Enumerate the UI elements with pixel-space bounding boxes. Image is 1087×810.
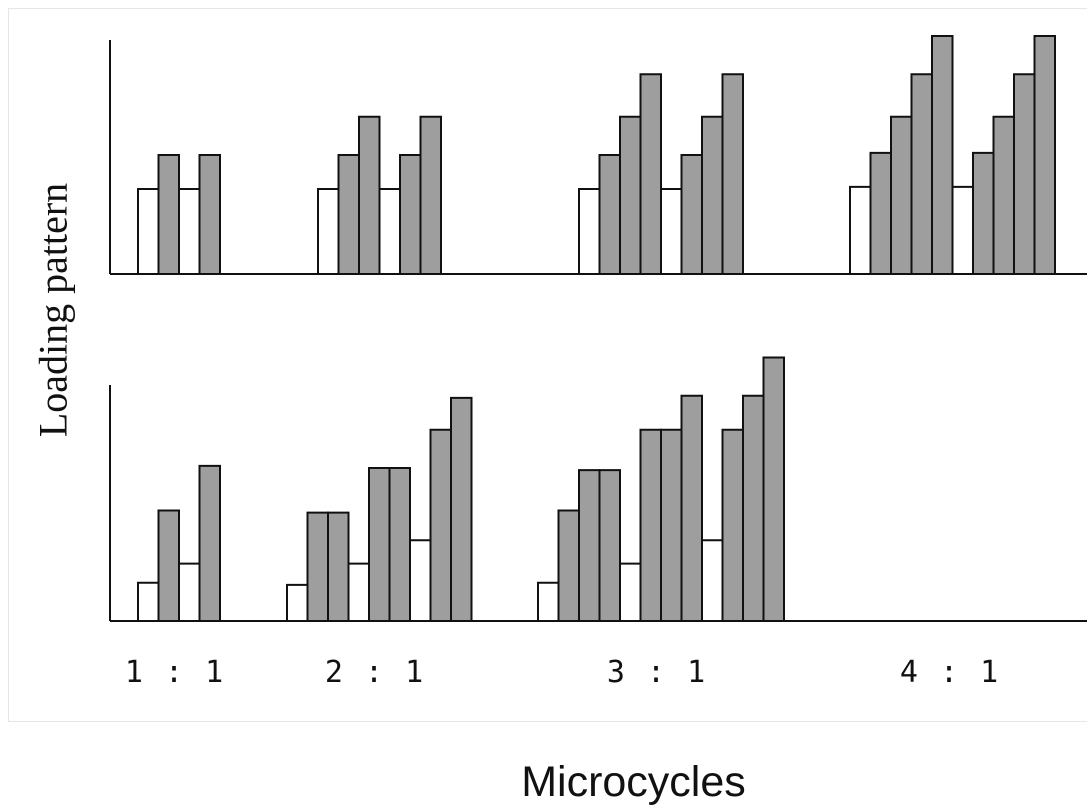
- bar-p1-g1-2-loading: [157, 154, 180, 275]
- bar-p1-g4-6-recovery: [951, 185, 974, 275]
- bar-p1-g3-5-recovery: [660, 188, 683, 275]
- bar-p2-g3-6-loading: [639, 428, 662, 622]
- bar-p2-g3-10-loading: [721, 428, 744, 622]
- bar-p1-g4-10-loading: [1033, 35, 1056, 275]
- bar-p2-g3-12-loading: [762, 356, 785, 622]
- bar-p2-g3-2-loading: [557, 509, 580, 622]
- bar-p2-g2-7-recovery: [409, 539, 432, 622]
- bar-p2-g3-5-recovery: [619, 562, 642, 622]
- bar-p1-g3-8-loading: [721, 73, 744, 275]
- bar-p1-g1-3-recovery: [178, 188, 201, 275]
- bar-p1-g1-1-recovery: [137, 188, 160, 275]
- bar-p2-g2-8-loading: [429, 428, 452, 622]
- bar-p2-g3-3-loading: [578, 469, 601, 622]
- bar-p2-g2-4-recovery: [347, 562, 370, 622]
- bar-p1-g2-1-recovery: [317, 188, 340, 275]
- category-label-3-1: 3 : 1: [606, 655, 708, 690]
- bar-p1-g4-2-loading: [869, 151, 892, 275]
- bar-p1-g3-1-recovery: [578, 188, 601, 275]
- bar-p2-g3-1-recovery: [537, 581, 560, 622]
- bar-p2-g3-4-loading: [598, 469, 621, 622]
- y-axis-label: Loading pattern: [30, 182, 76, 438]
- bar-p1-g4-4-loading: [910, 73, 933, 275]
- bar-p1-g2-6-loading: [419, 115, 442, 275]
- bar-p1-g3-2-loading: [598, 154, 621, 275]
- bar-p1-g2-3-loading: [358, 115, 381, 275]
- category-label-1-1: 1 : 1: [124, 655, 226, 690]
- bar-p2-g1-3-recovery: [178, 562, 201, 622]
- chart-frame: [8, 8, 1087, 722]
- bar-p1-g4-1-recovery: [849, 185, 872, 275]
- bar-p2-g3-9-recovery: [701, 539, 724, 622]
- bar-p2-g1-2-loading: [157, 509, 180, 622]
- bar-p1-g4-5-loading: [931, 35, 954, 275]
- bar-p2-g2-2-loading: [306, 511, 329, 622]
- category-label-4-1: 4 : 1: [899, 655, 1001, 690]
- bar-p2-g1-4-loading: [198, 464, 221, 622]
- bar-p1-g3-3-loading: [619, 115, 642, 275]
- bar-p2-g2-6-loading: [388, 467, 411, 622]
- bar-p1-g3-7-loading: [701, 115, 724, 275]
- bar-p2-g2-1-recovery: [286, 583, 309, 622]
- bar-p2-g2-9-loading: [450, 396, 473, 622]
- category-label-2-1: 2 : 1: [324, 655, 426, 690]
- bar-p2-g2-3-loading: [327, 511, 350, 622]
- bar-p1-g4-8-loading: [992, 115, 1015, 275]
- bar-p1-g4-7-loading: [972, 151, 995, 275]
- x-axis-label: Microcycles: [521, 758, 746, 806]
- bar-p1-g4-9-loading: [1013, 73, 1036, 275]
- bar-p2-g2-5-loading: [368, 467, 391, 622]
- bar-p1-g1-4-loading: [198, 154, 221, 275]
- bar-p1-g2-2-loading: [337, 154, 360, 275]
- bar-p1-g2-4-recovery: [378, 188, 401, 275]
- bar-p2-g1-1-recovery: [137, 581, 160, 622]
- bar-p1-g3-6-loading: [680, 154, 703, 275]
- bar-p1-g4-3-loading: [890, 115, 913, 275]
- bar-p2-g3-11-loading: [742, 394, 765, 622]
- bar-p2-g3-8-loading: [680, 394, 703, 622]
- bar-p1-g3-4-loading: [639, 73, 662, 275]
- bar-p1-g2-5-loading: [399, 154, 422, 275]
- bar-p2-g3-7-loading: [660, 428, 683, 622]
